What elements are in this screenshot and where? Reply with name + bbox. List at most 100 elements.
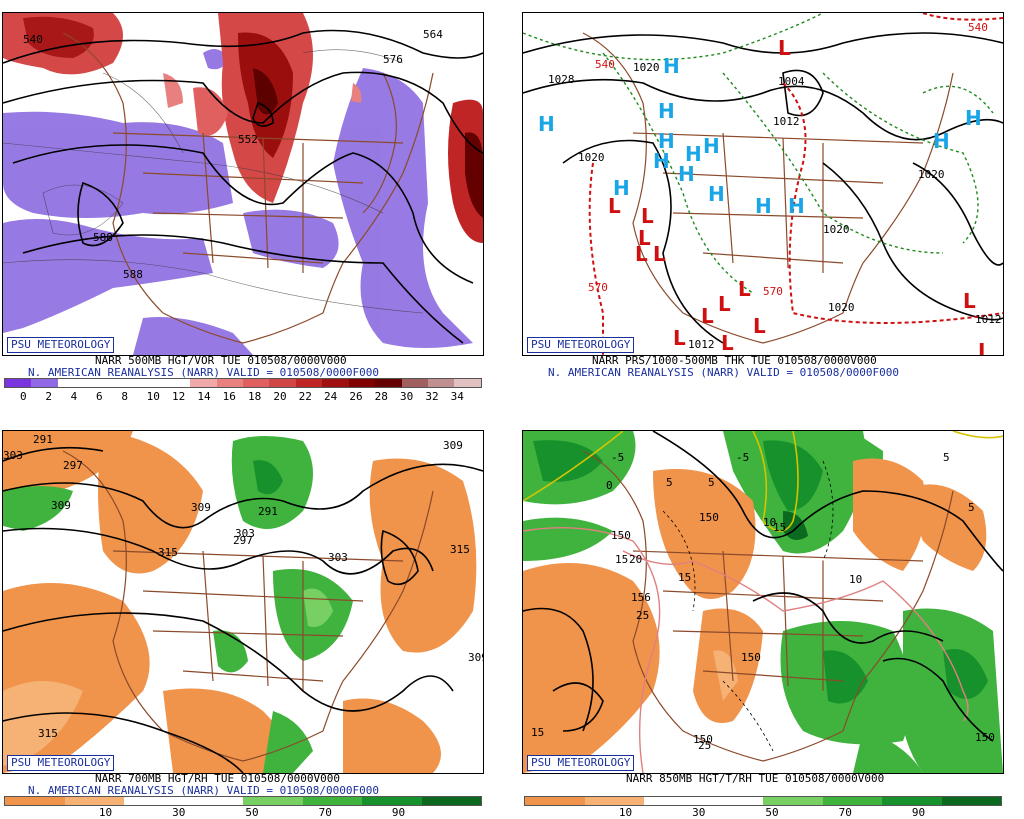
contour-label: 291	[33, 433, 53, 446]
low-pressure-symbol: L	[653, 242, 666, 266]
contour-label: 297	[233, 534, 253, 547]
psu-meteorology-badge: PSU METEOROLOGY	[7, 337, 115, 353]
low-pressure-symbol: L	[608, 194, 621, 218]
high-pressure-symbol: H	[613, 176, 630, 200]
colorbar-segment	[428, 379, 455, 387]
high-pressure-symbol: H	[685, 142, 702, 166]
contour-label: 570	[763, 285, 783, 298]
high-pressure-symbol: H	[788, 194, 805, 218]
panel2-caption-line1: NARR PRS/1000-500MB THK TUE 010508/0000V…	[592, 354, 877, 367]
contour-label: 315	[450, 543, 470, 556]
low-pressure-symbol: L	[673, 326, 686, 350]
geography-borders	[582, 32, 954, 344]
high-pressure-centers: H H H H H H H H H H H H H H	[538, 54, 982, 218]
colorbar-label: 28	[374, 390, 388, 403]
map-500mb: 540 552 576 588 588 564	[3, 13, 483, 355]
panel3-colorbar	[4, 796, 482, 806]
contour-label: 564	[423, 28, 443, 41]
rh-shading	[3, 431, 477, 773]
colorbar-segment	[216, 379, 243, 387]
thickness-contours-green	[523, 13, 994, 294]
contour-label: 588	[123, 268, 143, 281]
panel4-colorbar	[524, 796, 1002, 806]
colorbar-label: 18	[248, 390, 262, 403]
contour-label: 25	[698, 739, 711, 752]
temperature-contours-warm	[523, 526, 969, 773]
contour-label: 540	[968, 21, 988, 34]
contour-label: 15	[678, 571, 691, 584]
contour-label: 570	[588, 281, 608, 294]
colorbar-segment	[525, 797, 585, 805]
colorbar-label: 90	[391, 806, 406, 819]
contour-label: 150	[741, 651, 761, 664]
low-pressure-symbol: L	[963, 289, 976, 313]
contour-label: 1020	[578, 151, 605, 164]
contour-label: 1012	[773, 115, 800, 128]
high-pressure-symbol: H	[755, 194, 772, 218]
isobars	[523, 32, 1003, 344]
colorbar-label: 30	[400, 390, 414, 403]
low-pressure-symbol: L	[978, 339, 991, 355]
contour-label: 309	[191, 501, 211, 514]
high-pressure-symbol: H	[708, 182, 725, 206]
high-pressure-symbol: H	[653, 149, 670, 173]
low-pressure-symbol: L	[721, 331, 734, 355]
colorbar-segment	[703, 797, 763, 805]
contour-label: 303	[3, 449, 23, 462]
colorbar-label: 30	[692, 806, 706, 819]
colorbar-label: 2	[45, 390, 52, 403]
colorbar-segment	[375, 379, 402, 387]
high-pressure-symbol: H	[965, 106, 982, 130]
contour-label: 150	[693, 733, 713, 746]
colorbar-label: 0	[20, 390, 27, 403]
contour-label: 291	[258, 505, 278, 518]
panel4-caption-line1: NARR 850MB HGT/T/RH TUE 010508/0000V000	[626, 772, 885, 785]
low-pressure-symbol: L	[638, 226, 651, 250]
vorticity-contours	[3, 49, 424, 314]
colorbar-label: 34	[450, 390, 464, 403]
colorbar-segment	[183, 797, 243, 805]
colorbar-label: 70	[318, 806, 332, 819]
contour-label: 15	[531, 726, 544, 739]
contour-label: 1028	[548, 73, 575, 86]
contour-label: 25	[636, 609, 649, 622]
panel1-caption-line1: NARR 500MB HGT/VOR TUE 010508/0000V000	[95, 354, 347, 367]
panel2-caption-line2: N. AMERICAN REANALYSIS (NARR) VALID = 01…	[548, 366, 899, 379]
contour-label: 552	[238, 133, 258, 146]
rh-shading	[523, 431, 1003, 773]
colorbar-segment	[644, 797, 704, 805]
height-contours	[3, 446, 483, 773]
contour-label: 1020	[828, 301, 855, 314]
contour-label: 156	[631, 591, 651, 604]
panel1-colorbar	[4, 378, 482, 388]
temperature-contours-freezing	[523, 431, 1003, 532]
contour-label: 150	[699, 511, 719, 524]
colorbar-label: 10	[618, 806, 633, 819]
high-pressure-symbol: H	[933, 129, 950, 153]
contour-label: 1012	[975, 313, 1002, 326]
contour-label: -5	[736, 451, 749, 464]
contour-label: 150	[975, 731, 995, 744]
high-pressure-symbol: H	[538, 112, 555, 136]
colorbar-segment	[5, 797, 65, 805]
thickness-contours-red	[588, 13, 1003, 355]
colorbar-label: 22	[298, 390, 312, 403]
map-850mb: -5 -5 5 5 5 0 5 10 15 20 15 25 25 15 150…	[523, 431, 1003, 773]
colorbar-segment	[64, 797, 124, 805]
colorbar-segment	[124, 797, 184, 805]
high-pressure-symbol: H	[658, 99, 675, 123]
colorbar-segment	[882, 797, 942, 805]
high-pressure-symbol: H	[703, 134, 720, 158]
colorbar-segment	[163, 379, 191, 387]
colorbar-label: 90	[911, 806, 926, 819]
low-pressure-symbol: L	[778, 36, 791, 60]
height-contours	[523, 431, 1003, 742]
colorbar-label: 50	[245, 806, 259, 819]
contour-label: 1020	[918, 168, 945, 181]
geography-borders	[62, 32, 434, 344]
contour-label: 1004	[778, 75, 805, 88]
colorbar-label: 6	[96, 390, 103, 403]
contour-label: 5	[968, 501, 975, 514]
contour-label: 5	[708, 476, 715, 489]
colorbar-segment	[822, 797, 882, 805]
